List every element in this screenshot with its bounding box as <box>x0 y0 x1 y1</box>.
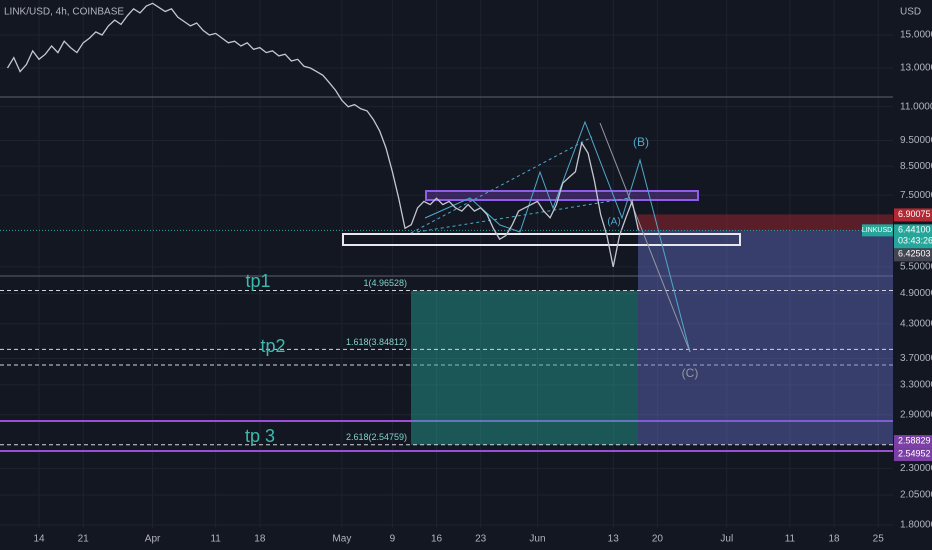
price-label: 6.44100 <box>898 225 931 235</box>
profit-zone <box>638 230 893 445</box>
background <box>0 0 893 528</box>
y-tick-label: 2.05000 <box>900 490 932 501</box>
price-tag <box>894 435 932 449</box>
annotation: tp2 <box>260 336 285 356</box>
annotation: tp1 <box>245 271 270 291</box>
price-tag <box>894 208 932 222</box>
price-tag <box>894 248 932 262</box>
wave-line <box>599 122 691 353</box>
y-tick-label: 8.50000 <box>900 161 932 172</box>
resistance-box <box>425 190 699 201</box>
x-tick-label: 11 <box>210 534 221 545</box>
x-tick-label: 16 <box>431 534 443 545</box>
annotation: (B) <box>633 135 649 149</box>
price-tag <box>894 224 932 249</box>
annotation: tp 3 <box>245 426 275 446</box>
y-tick-label: 2.90000 <box>900 409 932 420</box>
x-tick-label: 20 <box>652 534 664 545</box>
y-tick-label: 11.0000 <box>900 101 932 112</box>
support-box <box>342 233 741 246</box>
y-tick-label: 13.0000 <box>900 63 932 74</box>
stop-zone <box>638 214 893 231</box>
x-tick-label: Jul <box>720 534 733 545</box>
symbol-tag <box>862 224 893 237</box>
fib-label: 1.618(3.84812) <box>346 337 407 347</box>
annotation: (C) <box>682 366 699 380</box>
price-tag <box>894 448 932 462</box>
x-tick-label: May <box>332 534 351 545</box>
y-tick-label: 1.80000 <box>900 520 932 531</box>
x-tick-label: 14 <box>33 534 45 545</box>
price-tag-label: 2.58829 <box>898 435 931 445</box>
x-tick-label: 9 <box>390 534 396 545</box>
symbol-label: LINKUSD <box>862 227 892 234</box>
fib-label: 1(4.96528) <box>363 278 407 288</box>
x-tick-label: 23 <box>475 534 487 545</box>
chart-title: LINK/USD, 4h, COINBASE <box>4 7 124 18</box>
x-tick-label: Jun <box>529 534 545 545</box>
annotation: (A) <box>607 217 620 228</box>
currency: USD <box>900 7 921 18</box>
x-tick-label: 11 <box>785 534 796 545</box>
x-tick-label: 25 <box>873 534 885 545</box>
x-tick-label: 18 <box>828 534 840 545</box>
x-tick-label: 13 <box>608 534 620 545</box>
y-tick-label: 15.0000 <box>900 30 932 41</box>
trend-line <box>410 136 593 234</box>
y-tick-label: 4.30000 <box>900 318 932 329</box>
y-tick-label: 3.70000 <box>900 353 932 364</box>
x-tick-label: 21 <box>78 534 90 545</box>
fib-label: 2.618(2.54759) <box>346 432 407 442</box>
y-tick-label: 3.30000 <box>900 380 932 391</box>
y-tick-label: 2.30000 <box>900 463 932 474</box>
target-zone <box>411 290 638 445</box>
y-tick-label: 9.50000 <box>900 135 932 146</box>
x-tick-label: Apr <box>145 534 161 545</box>
price-tag-label: 6.42503 <box>898 249 931 259</box>
price-line <box>6 2 640 268</box>
y-tick-label: 5.50000 <box>900 262 932 273</box>
price-tag-label: 6.90075 <box>898 209 931 219</box>
y-tick-label: 7.50000 <box>900 190 932 201</box>
price-tag-label: 2.54952 <box>898 448 931 458</box>
x-tick-label: 18 <box>254 534 266 545</box>
zones <box>0 214 893 446</box>
y-tick-label: 4.90000 <box>900 288 932 299</box>
countdown: 03:43:26 <box>898 236 932 246</box>
